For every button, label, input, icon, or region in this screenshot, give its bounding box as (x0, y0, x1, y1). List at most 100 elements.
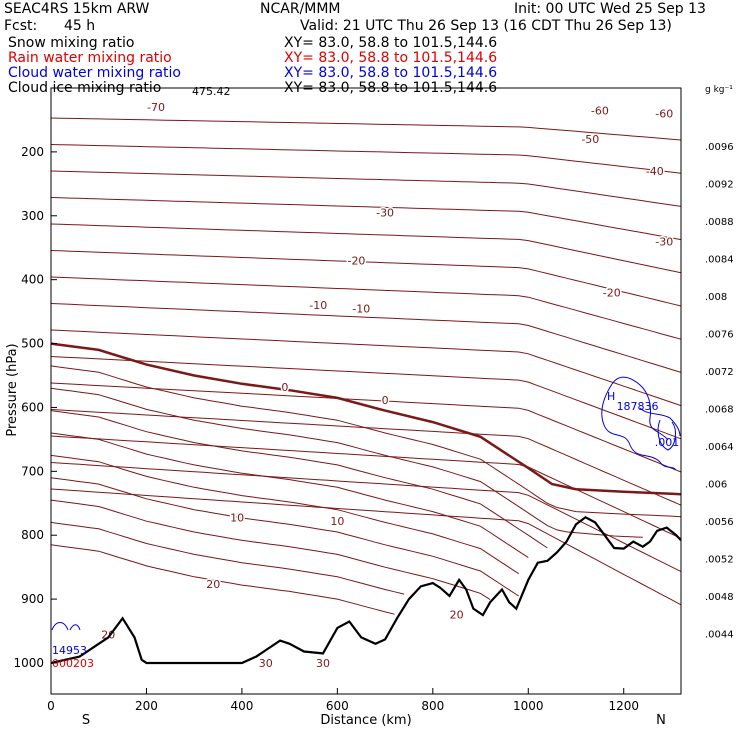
temp-contour-lower-3 (50, 432, 529, 559)
legend-rain-xy: XY= 83.0, 58.8 to 101.5,144.6 (284, 50, 498, 66)
cloud-contour-4 (51, 622, 81, 631)
corner-value-red: 000203 (52, 657, 94, 670)
contour-label-14: 10 (330, 515, 344, 528)
temp-contour-upper-13 (50, 462, 682, 573)
colorbar-tick-11: .0052 (705, 555, 734, 566)
x-end-label-south: S (82, 713, 90, 728)
colorbar-tick-2: .0088 (705, 217, 734, 228)
colorbar: g kg⁻¹ .0096 .0092 .0088 .0084 .008 .0076 .0072… (705, 85, 734, 641)
legend-snow-label: Snow mixing ratio (8, 35, 135, 51)
colorbar-tick-5: .0076 (705, 330, 734, 341)
valid-time: Valid: 21 UTC Thu 26 Sep 13 (16 CDT Thu … (300, 18, 672, 34)
contour-label-8: -20 (603, 286, 621, 299)
forecast-label: Fcst: (4, 18, 38, 34)
temp-contour-upper-4 (50, 223, 682, 274)
y-tick-label-9: 1000 (13, 656, 44, 670)
x-tick-label-6: 1200 (608, 699, 639, 713)
legend-cloudwater-label: Cloud water mixing ratio (8, 65, 181, 81)
y-tick-label-8: 900 (21, 592, 44, 606)
x-axis-label: Distance (km) (320, 713, 411, 728)
contour-label-0: -70 (147, 101, 165, 114)
temp-contour-upper-8 (50, 329, 682, 407)
y-tick-label-1: 200 (21, 145, 44, 159)
x-tick-label-4: 800 (421, 699, 444, 713)
contour-label-12: 0 (382, 394, 389, 407)
corner-value-top: 475.42 (192, 85, 231, 98)
legend-snow-xy: XY= 83.0, 58.8 to 101.5,144.6 (284, 35, 498, 51)
cloud-contour-0 (601, 383, 677, 471)
legend-rain-label: Rain water mixing ratio (8, 50, 172, 66)
y-tick-label-2: 300 (21, 209, 44, 223)
forecast-hours: 45 h (64, 18, 96, 34)
contour-label-7: -20 (347, 255, 365, 268)
colorbar-tick-10: .0056 (705, 517, 734, 528)
model-title: SEAC4RS 15km ARW (4, 1, 150, 17)
temp-contour-upper-7 (50, 303, 682, 373)
x-tick-label-0: 0 (47, 699, 55, 713)
terrain-line (50, 516, 682, 665)
colorbar-tick-6: .0072 (705, 367, 734, 378)
colorbar-tick-13: .0044 (705, 630, 734, 641)
legend-cloudwater-xy: XY= 83.0, 58.8 to 101.5,144.6 (284, 65, 498, 81)
temp-contour-lower-8 (50, 544, 395, 615)
contour-label-9: -10 (309, 299, 327, 312)
colorbar-unit: g kg⁻¹ (705, 85, 733, 95)
zero-isotherm (50, 342, 682, 496)
mark-1: 187836 (617, 400, 659, 413)
contour-label-5: -30 (376, 207, 394, 220)
contour-label-3: -50 (581, 133, 599, 146)
temp-contour-upper-1 (50, 144, 682, 174)
y-tick-label-5: 600 (21, 400, 44, 414)
y-tick-label-6: 700 (21, 464, 44, 478)
contour-label-4: -40 (646, 165, 664, 178)
contour-label-19: 30 (316, 657, 330, 670)
x-tick-label-1: 200 (135, 699, 158, 713)
mark-2: .001 (655, 436, 680, 449)
colorbar-tick-7: .0068 (705, 405, 734, 416)
y-tick-label-4: 500 (21, 337, 44, 351)
contour-label-2: -60 (655, 108, 673, 121)
temp-contour-upper-0 (50, 117, 682, 141)
y-axis-label: Pressure (hPa) (5, 343, 20, 436)
colorbar-tick-12: .0048 (705, 592, 734, 603)
colorbar-tick-0: .0096 (705, 142, 734, 153)
temp-contour-upper-9 (50, 356, 682, 440)
temp-contour-lower-5 (50, 477, 519, 597)
contour-label-15: 20 (206, 578, 220, 591)
contour-label-16: 20 (450, 608, 464, 621)
contour-label-18: 30 (259, 657, 273, 670)
temp-contour-lower-7 (50, 521, 405, 595)
temp-contour-upper-6 (50, 276, 682, 340)
cloud-contour-3 (657, 419, 676, 451)
temp-contour-upper-12 (50, 435, 682, 539)
colorbar-tick-9: .006 (705, 480, 727, 491)
temp-contour-lower-4 (50, 454, 519, 575)
contour-label-11: 0 (281, 381, 288, 394)
colorbar-tick-3: .0084 (705, 255, 734, 266)
x-tick-label-5: 1000 (513, 699, 544, 713)
contour-label-13: 10 (230, 511, 244, 524)
x-tick-label-3: 600 (326, 699, 349, 713)
temp-contour-upper-14 (50, 488, 682, 606)
x-tick-label-2: 400 (230, 699, 253, 713)
contour-label-6: -30 (655, 235, 673, 248)
colorbar-tick-4: .008 (705, 292, 727, 303)
plot-frame (50, 87, 682, 695)
cloud-water-contours (51, 376, 681, 631)
temp-contour-lower-2 (50, 410, 548, 549)
temp-contour-lower-6 (50, 499, 491, 601)
temp-contour-lower-1 (50, 387, 643, 538)
org-label: NCAR/MMM (260, 1, 341, 17)
corner-value-blue: 14953 (52, 644, 87, 657)
init-time: Init: 00 UTC Wed 25 Sep 13 (514, 1, 706, 17)
temp-contour-upper-3 (50, 197, 682, 241)
y-tick-label-3: 400 (21, 273, 44, 287)
temp-contour-upper-5 (50, 250, 682, 307)
contour-label-10: -10 (352, 302, 370, 315)
mark-0: H (607, 390, 615, 403)
y-tick-label-7: 800 (21, 528, 44, 542)
temp-contour-upper-2 (50, 170, 682, 207)
